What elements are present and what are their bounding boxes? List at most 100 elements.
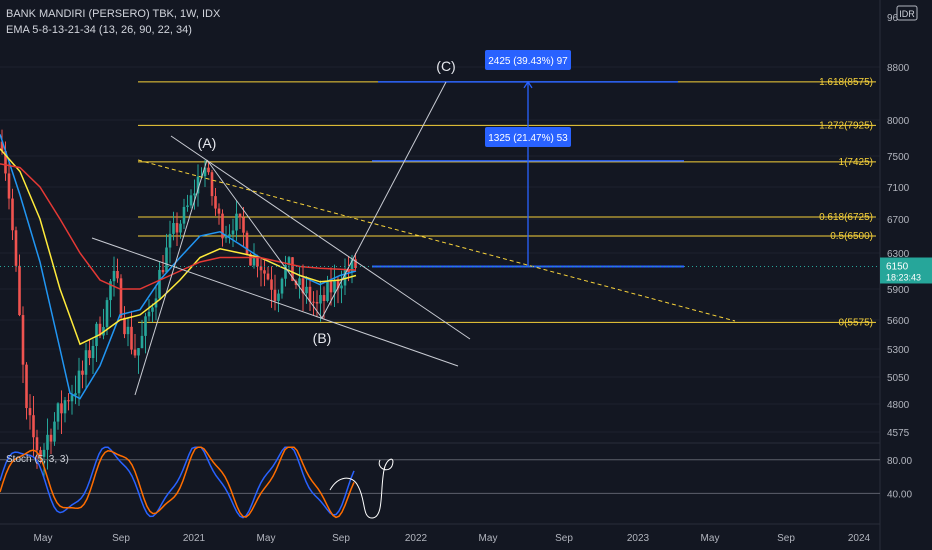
candle-body bbox=[305, 286, 308, 294]
price-tick: 5300 bbox=[887, 345, 910, 356]
candle-body bbox=[196, 176, 200, 194]
candle-body bbox=[242, 217, 245, 233]
candle-body bbox=[249, 254, 252, 266]
symbol-title[interactable]: BANK MANDIRI (PERSERO) TBK, 1W, IDX bbox=[6, 8, 221, 20]
candle-body bbox=[182, 206, 186, 224]
candle-body bbox=[74, 393, 77, 396]
candle-body bbox=[137, 348, 140, 356]
fibonacci-levels: 1.618(8575) 1.272(7925) 1(7425) 0.618(6725)… bbox=[138, 77, 876, 328]
candle-body bbox=[217, 208, 221, 214]
candle-body bbox=[81, 370, 84, 375]
candle-body bbox=[123, 317, 126, 335]
candle-body bbox=[347, 270, 350, 272]
candle-body bbox=[161, 269, 165, 273]
candle-body bbox=[4, 150, 7, 174]
candle-body bbox=[116, 271, 119, 279]
measure-label: 1325 (21.47%) 53 bbox=[488, 133, 568, 144]
time-axis[interactable]: May Sep 2021 May Sep 2022 May Sep 2023 May Sep 2024 bbox=[34, 533, 871, 544]
time-tick: May bbox=[257, 533, 276, 544]
measure-label: 2425 (39.43%) 97 bbox=[488, 56, 568, 67]
time-tick: Sep bbox=[332, 533, 350, 544]
candle-body bbox=[256, 258, 259, 267]
last-price-badge bbox=[880, 257, 932, 284]
candle-body bbox=[343, 270, 347, 286]
candle-body bbox=[336, 280, 340, 289]
price-tick: 4800 bbox=[887, 400, 910, 411]
candle-body bbox=[189, 195, 193, 206]
price-axis[interactable]: 96 8800 8000 7500 7100 6700 6300 5900 5600 5300 50… bbox=[880, 5, 932, 500]
time-tick: May bbox=[479, 533, 498, 544]
stoch-legend[interactable]: Stoch (5, 3, 3) bbox=[6, 454, 69, 465]
time-tick: 2022 bbox=[405, 533, 428, 544]
candle-body bbox=[259, 266, 263, 271]
fib-level-label: 1(7425) bbox=[839, 157, 873, 168]
candle-body bbox=[326, 281, 329, 301]
candle-body bbox=[298, 278, 301, 286]
candle-body bbox=[186, 205, 189, 207]
candle-body bbox=[231, 230, 235, 235]
time-tick: May bbox=[701, 533, 720, 544]
candle-body bbox=[287, 257, 291, 265]
fib-level-label: 0.5(6500) bbox=[830, 231, 873, 242]
channel-upper-line bbox=[170, 135, 471, 340]
candle-body bbox=[21, 315, 25, 365]
candle-body bbox=[333, 280, 336, 293]
countdown-label: 18:23:43 bbox=[886, 273, 921, 283]
candle-body bbox=[84, 350, 88, 375]
measure-label-box bbox=[485, 127, 571, 147]
measure-label-box bbox=[485, 50, 571, 70]
candle-body bbox=[109, 281, 112, 301]
candle-body bbox=[133, 349, 137, 356]
candle-body bbox=[39, 450, 42, 457]
freehand-drawing bbox=[329, 458, 394, 519]
candle-body bbox=[228, 234, 231, 237]
candle-body bbox=[224, 236, 228, 239]
fib-level-label: 1.618(8575) bbox=[819, 77, 873, 88]
candle-body bbox=[277, 293, 280, 301]
candle-body bbox=[46, 434, 49, 450]
candle-body bbox=[273, 289, 277, 301]
wave-label: (A) bbox=[198, 135, 217, 151]
price-tick: 4575 bbox=[887, 428, 910, 439]
fib-level-label: 0(5575) bbox=[839, 317, 873, 328]
price-tick: 5600 bbox=[887, 316, 910, 327]
candle-body bbox=[350, 259, 354, 272]
candle-body bbox=[14, 230, 18, 266]
candle-body bbox=[147, 311, 151, 317]
time-tick: Sep bbox=[555, 533, 573, 544]
candle-body bbox=[18, 265, 21, 316]
channel-lower-line bbox=[91, 237, 459, 367]
candle-body bbox=[193, 193, 196, 196]
ema-mid-line bbox=[0, 148, 357, 346]
ema-lines bbox=[0, 134, 357, 400]
fib-level-label: 1.272(7925) bbox=[819, 120, 873, 131]
time-tick: 2021 bbox=[183, 533, 206, 544]
candle-body bbox=[340, 285, 343, 289]
candle-body bbox=[119, 278, 123, 318]
stoch-tick: 40.00 bbox=[887, 489, 912, 500]
candle-body bbox=[301, 278, 305, 294]
time-tick: 2023 bbox=[627, 533, 650, 544]
candle-body bbox=[207, 167, 210, 173]
candle-body bbox=[172, 223, 175, 234]
price-tick: 8000 bbox=[887, 116, 910, 127]
candle-body bbox=[28, 408, 32, 416]
candle-body bbox=[105, 300, 109, 327]
candle-body bbox=[354, 259, 357, 269]
candle-body bbox=[284, 264, 287, 279]
wave-b-line bbox=[206, 159, 323, 319]
candle-body bbox=[98, 323, 102, 336]
candle-body bbox=[70, 395, 74, 402]
price-tick: 8800 bbox=[887, 63, 910, 74]
candle-body bbox=[165, 247, 168, 273]
indicator-legend[interactable]: EMA 5-8-13-21-34 (13, 26, 90, 22, 34) bbox=[6, 24, 192, 36]
grid-lines bbox=[0, 0, 881, 550]
candle-body bbox=[144, 316, 147, 336]
fib-level-label: 0.618(6725) bbox=[819, 212, 873, 223]
candle-body bbox=[77, 370, 81, 394]
currency-badge bbox=[896, 5, 918, 21]
candle-body bbox=[319, 295, 322, 304]
time-tick: Sep bbox=[112, 533, 130, 544]
candle-body bbox=[35, 437, 39, 451]
